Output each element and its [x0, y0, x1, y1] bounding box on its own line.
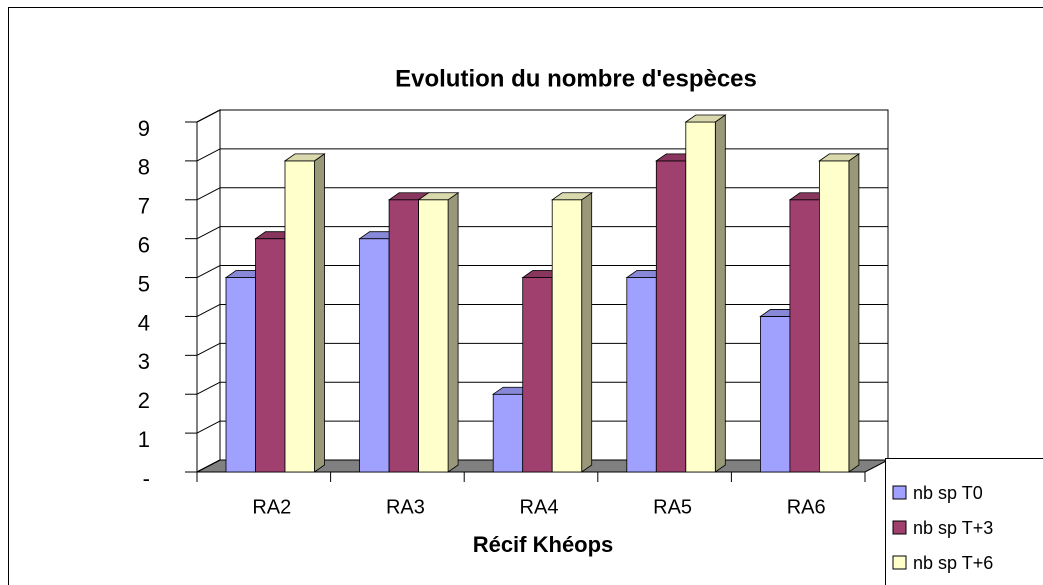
y-tick-label: 4 [138, 310, 150, 335]
bar-side [447, 192, 459, 473]
bar [492, 393, 524, 473]
bar [760, 316, 791, 473]
y-tick-label: 1 [138, 427, 150, 452]
grid-line [196, 304, 221, 317]
bar [685, 121, 716, 473]
bar-side [314, 153, 325, 473]
legend-swatch [892, 485, 907, 500]
bar-top [818, 153, 861, 162]
bar [225, 277, 256, 473]
legend-box [885, 458, 1043, 585]
bar [359, 238, 390, 473]
y-tick-label: 7 [138, 194, 150, 219]
y-tick-label: - [143, 466, 150, 491]
y-tick-label: 8 [138, 155, 150, 180]
bar-side [581, 192, 593, 473]
grid-line [196, 265, 221, 278]
bar-top [283, 153, 326, 162]
legend-label: nb sp T0 [913, 483, 983, 503]
y-tick-label: 5 [138, 271, 150, 296]
legend-swatch [892, 555, 907, 570]
grid-line [196, 459, 221, 473]
y-tick-label: 2 [138, 388, 150, 413]
y-tick-label: 6 [138, 232, 150, 257]
grid-line [196, 187, 221, 201]
legend-label: nb sp T+3 [913, 518, 993, 538]
bar [522, 277, 553, 473]
bar [819, 160, 850, 473]
x-axis-label: Récif Khéops [473, 532, 614, 557]
bar [551, 199, 583, 473]
x-tick-label: RA5 [653, 496, 692, 518]
bar [418, 199, 449, 473]
bar [626, 277, 657, 473]
bar-top [684, 114, 727, 123]
x-tick-label: RA6 [787, 496, 826, 518]
grid-line [196, 420, 221, 434]
y-tick-label: 9 [138, 116, 150, 141]
x-tick-label: RA2 [252, 496, 291, 518]
legend-swatch [892, 520, 907, 535]
bar-top [417, 192, 460, 201]
bar [284, 160, 315, 473]
side-wall [196, 109, 221, 473]
legend-label: nb sp T+6 [913, 553, 993, 573]
x-tick-label: RA3 [386, 496, 425, 518]
x-tick-label: RA4 [520, 496, 559, 518]
bar-side [848, 153, 860, 473]
bar [388, 199, 420, 473]
grid-line [196, 226, 221, 240]
y-tick-label: 3 [138, 349, 150, 374]
grid-line [196, 342, 221, 356]
grid-line [196, 148, 221, 162]
bar [789, 199, 820, 473]
bar [655, 160, 687, 473]
chart-title: Evolution du nombre d'espèces [395, 65, 757, 92]
bar-side [714, 114, 726, 473]
bar [255, 238, 286, 473]
bar-top [550, 192, 593, 201]
grid-line [196, 109, 221, 123]
grid-line [196, 381, 221, 395]
